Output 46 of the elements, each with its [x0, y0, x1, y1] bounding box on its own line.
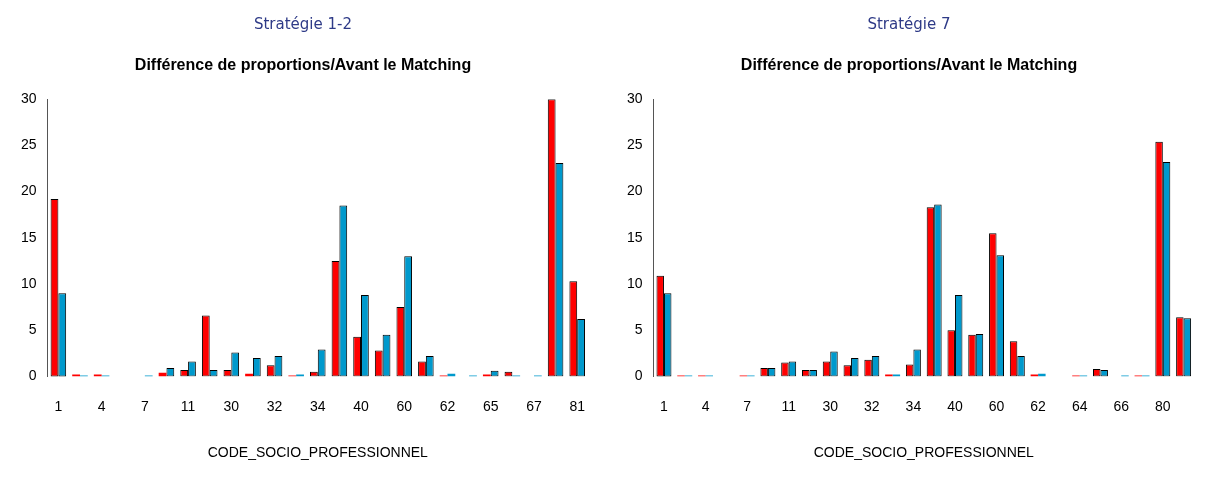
x-tick-label: 7: [140, 397, 149, 414]
x-tick-label: 66: [1113, 397, 1130, 414]
x-tick-label: 40: [947, 397, 963, 414]
y-tick-label: 15: [20, 228, 37, 245]
x-tick-label: 4: [701, 397, 710, 414]
y-tick-label: 20: [20, 182, 37, 199]
y-tick-label: 30: [20, 90, 37, 107]
x-tick-label: 62: [1030, 397, 1047, 414]
y-tick-label: 20: [626, 182, 643, 199]
y-tick-label: 0: [634, 367, 643, 384]
x-tick-label: 1: [660, 397, 669, 414]
x-tick-label: 60: [988, 397, 1005, 414]
y-tick-label: 25: [626, 136, 643, 153]
x-axis-title: CODE_SOCIO_PROFESSIONNEL: [813, 444, 1035, 461]
x-tick-label: 30: [223, 397, 240, 414]
y-tick-label: 5: [634, 321, 643, 338]
x-tick-label: 32: [864, 397, 880, 414]
x-tick-label: 11: [180, 397, 196, 414]
y-tick-label: 25: [20, 136, 37, 153]
chart-title: Stratégie 7: [867, 14, 951, 33]
y-tick-label: 15: [626, 228, 643, 245]
x-tick-label: 81: [569, 397, 586, 414]
x-tick-label: 4: [97, 397, 106, 414]
x-tick-label: 11: [781, 397, 797, 414]
x-tick-label: 40: [353, 397, 370, 414]
y-tick-label: 10: [20, 274, 37, 291]
x-tick-label: 65: [482, 397, 499, 414]
x-tick-label: 80: [1155, 397, 1171, 414]
x-tick-label: 7: [743, 397, 752, 414]
x-tick-label: 1: [54, 397, 63, 414]
x-tick-label: 62: [439, 397, 456, 414]
y-tick-label: 5: [28, 321, 37, 338]
chart-title: Stratégie 1-2: [253, 14, 353, 33]
x-tick-label: 32: [266, 397, 283, 414]
x-tick-label: 60: [396, 397, 413, 414]
chart-subtitle: Différence de proportions/Avant le Matching: [134, 56, 472, 74]
x-tick-label: 67: [526, 397, 542, 414]
y-tick-label: 10: [626, 274, 643, 291]
y-tick-label: 0: [28, 367, 37, 384]
chart-subtitle: Différence de proportions/Avant le Matching: [740, 56, 1078, 74]
x-tick-label: 34: [905, 397, 922, 414]
x-tick-label: 64: [1071, 397, 1088, 414]
x-tick-label: 34: [310, 397, 326, 414]
x-axis-title: CODE_SOCIO_PROFESSIONNEL: [207, 444, 429, 461]
x-tick-label: 30: [822, 397, 839, 414]
y-tick-label: 30: [626, 90, 643, 107]
